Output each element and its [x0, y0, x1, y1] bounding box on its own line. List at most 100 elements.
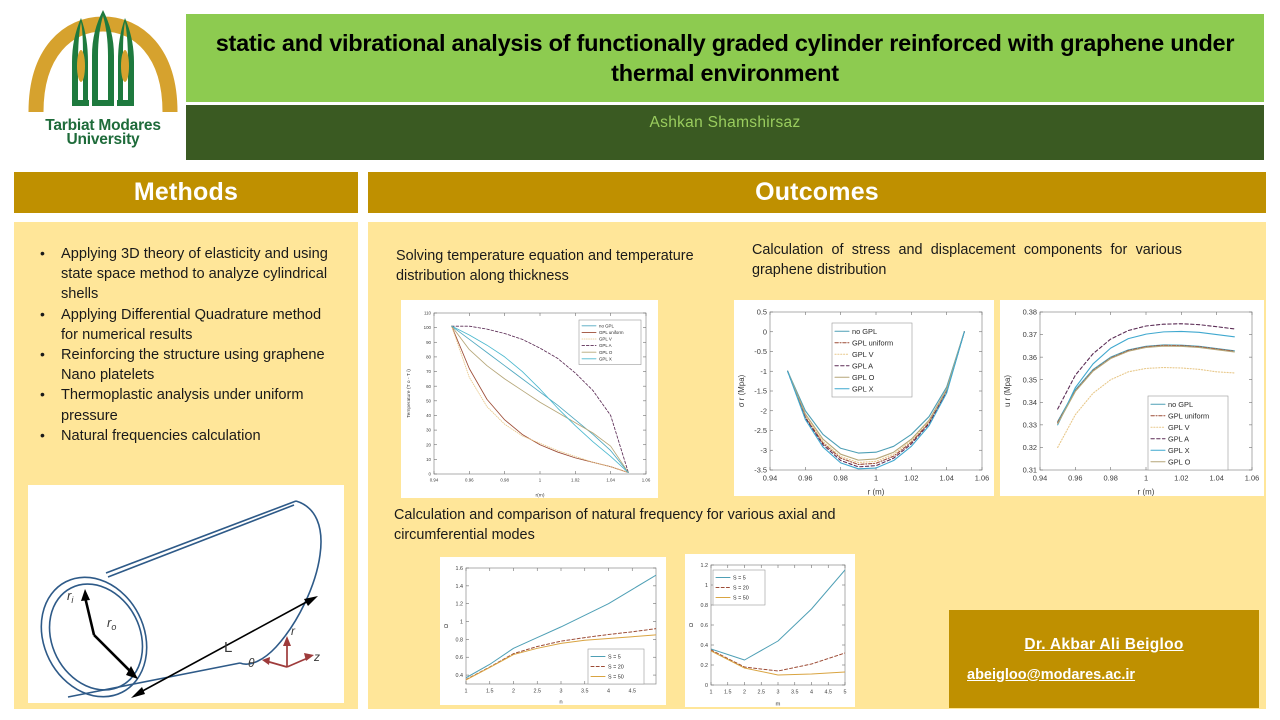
svg-text:0.94: 0.94 — [1033, 473, 1047, 482]
svg-text:GPL A: GPL A — [599, 343, 612, 348]
svg-text:1: 1 — [710, 689, 713, 695]
contact-name: Dr. Akbar Ali Beigloo — [1024, 635, 1184, 653]
axis-label-theta: θ — [248, 656, 255, 670]
svg-text:1: 1 — [539, 477, 542, 482]
list-item: Reinforcing the structure using graphene… — [32, 344, 340, 385]
list-item: Applying Differential Quadrature method … — [32, 304, 340, 345]
contact-box: Dr. Akbar Ali Beigloo abeigloo@modares.a… — [949, 610, 1259, 708]
svg-text:70: 70 — [426, 369, 431, 374]
svg-text:u r (Mpa): u r (Mpa) — [1003, 375, 1012, 407]
svg-text:0.96: 0.96 — [798, 473, 812, 482]
cylinder-geometry-figure: ri ro L r z θ — [28, 485, 344, 703]
svg-text:1.04: 1.04 — [1209, 473, 1223, 482]
svg-text:1: 1 — [1144, 473, 1148, 482]
svg-text:-3: -3 — [760, 446, 767, 455]
chart-frequency-axial: 1 1.5 2 2.5 3 3.5 4 4.5 5 0 0.2 0.4 0.6 0.8 1 1.2 m Ω S = … — [685, 554, 855, 707]
svg-text:GPL A: GPL A — [1168, 434, 1189, 443]
svg-text:r(m): r(m) — [536, 493, 545, 499]
svg-text:1.06: 1.06 — [975, 473, 989, 482]
svg-text:1.02: 1.02 — [904, 473, 918, 482]
chart-radial-stress: 0.94 0.96 0.98 1 1.02 1.04 1.06 -3.5 -3 -2.5 -2 -1.… — [734, 300, 994, 496]
svg-text:110: 110 — [424, 311, 432, 316]
chart-frequency-circumferential: 1 1.5 2 2.5 3 3.5 4 4.5 0.4 0.6 0.8 1 1.2 1.4 1.6 n Ω S =… — [440, 557, 666, 705]
svg-text:1.6: 1.6 — [456, 566, 464, 572]
svg-text:GPL V: GPL V — [852, 350, 874, 359]
svg-text:GPL uniform: GPL uniform — [1168, 411, 1209, 420]
methods-section-title: Methods — [133, 178, 239, 206]
svg-text:80: 80 — [426, 354, 431, 359]
svg-text:20: 20 — [426, 442, 431, 447]
svg-text:0.98: 0.98 — [833, 473, 847, 482]
svg-text:GPL uniform: GPL uniform — [599, 330, 624, 335]
svg-text:GPL V: GPL V — [1168, 423, 1190, 432]
svg-text:0.5: 0.5 — [757, 308, 767, 317]
svg-text:GPL O: GPL O — [599, 350, 613, 355]
svg-text:GPL X: GPL X — [852, 384, 874, 393]
svg-text:no GPL: no GPL — [599, 323, 614, 328]
svg-text:-2: -2 — [760, 406, 767, 415]
svg-text:0.36: 0.36 — [1023, 353, 1037, 362]
svg-text:0.94: 0.94 — [430, 477, 439, 482]
outcomes-section-title: Outcomes — [755, 178, 879, 206]
svg-text:1: 1 — [465, 688, 468, 694]
svg-text:GPL uniform: GPL uniform — [852, 338, 893, 347]
svg-text:S = 50: S = 50 — [733, 595, 749, 601]
outcomes-panel: Solving temperature equation and tempera… — [368, 222, 1266, 709]
svg-text:10: 10 — [426, 457, 431, 462]
svg-text:0.96: 0.96 — [1068, 473, 1082, 482]
svg-text:0.31: 0.31 — [1023, 466, 1037, 475]
svg-text:Ω: Ω — [689, 622, 695, 627]
label-L: L — [224, 639, 232, 656]
svg-text:1.5: 1.5 — [486, 688, 494, 694]
svg-text:GPL V: GPL V — [599, 337, 612, 342]
svg-text:S = 50: S = 50 — [608, 674, 624, 680]
svg-text:0.8: 0.8 — [701, 603, 709, 609]
svg-text:Temperature (T o - T i): Temperature (T o - T i) — [406, 369, 412, 418]
svg-text:0.38: 0.38 — [1023, 308, 1037, 317]
svg-text:1.06: 1.06 — [642, 477, 651, 482]
svg-text:4.5: 4.5 — [825, 689, 833, 695]
svg-text:0.33: 0.33 — [1023, 421, 1037, 430]
svg-text:Ω: Ω — [444, 623, 450, 628]
svg-text:no GPL: no GPL — [852, 327, 877, 336]
svg-text:0: 0 — [705, 683, 708, 689]
svg-text:1: 1 — [874, 473, 878, 482]
svg-text:-1.5: -1.5 — [754, 387, 767, 396]
svg-text:2.5: 2.5 — [758, 689, 766, 695]
methods-section-header: Methods — [14, 172, 358, 213]
poster-author-bar: Ashkan Shamshirsaz — [186, 105, 1264, 160]
svg-text:1.04: 1.04 — [939, 473, 953, 482]
svg-text:1.04: 1.04 — [606, 477, 615, 482]
chart-temperature-svg: 0.94 0.96 0.98 1 1.02 1.04 1.06 0 10 20 30 40 50 60 70… — [401, 300, 658, 498]
university-logo: Tarbiat Modares University — [18, 8, 188, 163]
svg-text:0.96: 0.96 — [465, 477, 474, 482]
caption-frequency: Calculation and comparison of natural fr… — [394, 507, 836, 543]
methods-bullet-list: Applying 3D theory of elasticity and usi… — [32, 243, 340, 446]
svg-text:1.06: 1.06 — [1245, 473, 1259, 482]
svg-text:1: 1 — [705, 583, 708, 589]
contact-email-link[interactable]: abeigloo@modares.ac.ir — [967, 666, 1136, 683]
outcomes-section-header: Outcomes — [368, 172, 1266, 213]
svg-text:2: 2 — [743, 689, 746, 695]
svg-text:S = 5: S = 5 — [733, 575, 746, 581]
chart-temperature: 0.94 0.96 0.98 1 1.02 1.04 1.06 0 10 20 30 40 50 60 70… — [401, 300, 658, 498]
svg-text:no GPL: no GPL — [1168, 400, 1193, 409]
svg-text:0: 0 — [763, 327, 767, 336]
svg-text:1.2: 1.2 — [456, 602, 464, 608]
svg-text:1.02: 1.02 — [1174, 473, 1188, 482]
label-ri: ri — [67, 588, 74, 605]
chart-frequency-axial-svg: 1 1.5 2 2.5 3 3.5 4 4.5 5 0 0.2 0.4 0.6 0.8 1 1.2 m Ω S = … — [685, 554, 855, 707]
svg-text:3.5: 3.5 — [791, 689, 799, 695]
svg-text:m: m — [776, 702, 781, 708]
svg-text:4.5: 4.5 — [629, 688, 637, 694]
svg-text:1.5: 1.5 — [724, 689, 732, 695]
svg-text:GPL A: GPL A — [852, 361, 873, 370]
methods-panel: Applying 3D theory of elasticity and usi… — [14, 222, 358, 709]
axis-label-r: r — [291, 624, 296, 638]
chart-frequency-circumferential-svg: 1 1.5 2 2.5 3 3.5 4 4.5 0.4 0.6 0.8 1 1.2 1.4 1.6 n Ω S =… — [440, 557, 666, 705]
caption-temperature: Solving temperature equation and tempera… — [396, 248, 694, 284]
svg-text:0.4: 0.4 — [701, 643, 709, 649]
svg-text:GPL O: GPL O — [852, 373, 875, 382]
svg-text:S = 5: S = 5 — [608, 654, 621, 660]
